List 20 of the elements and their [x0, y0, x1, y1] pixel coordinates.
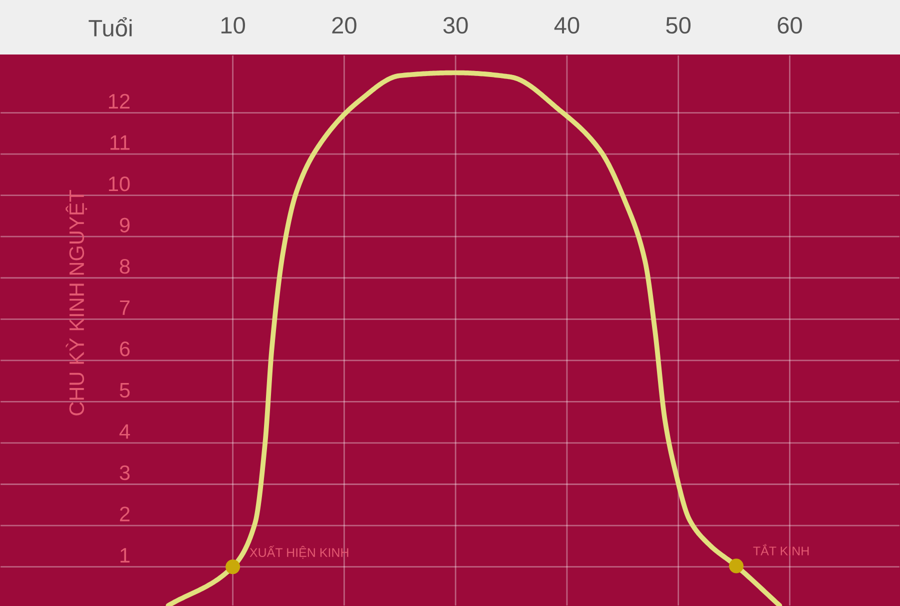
y-tick-label: 12 [108, 94, 130, 108]
y-tick-label: 1 [120, 548, 130, 562]
y-tick-label: 8 [120, 259, 130, 274]
y-tick-label: 11 [110, 135, 130, 150]
x-tick-label: 10 [221, 16, 246, 34]
y-tick-label: 7 [120, 300, 130, 315]
y-tick-label: 3 [120, 465, 130, 480]
y-tick-label: 10 [108, 176, 130, 192]
x-tick-label: 50 [666, 16, 691, 34]
x-tick-label: 20 [332, 16, 356, 34]
x-tick-label: 60 [778, 16, 802, 34]
y-tick-label: 4 [119, 424, 130, 439]
y-tick-label: 9 [120, 218, 130, 232]
y-tick-label: 5 [120, 383, 130, 398]
y-axis-title: CHU KỲ KINH NGUYỆT [66, 190, 88, 416]
x-tick-label: 30 [443, 16, 468, 34]
x-tick-label: 40 [554, 16, 580, 34]
y-tick-label: 2 [120, 506, 130, 522]
y-tick-label: 6 [120, 342, 130, 356]
x-axis-title: Tuổi [88, 17, 132, 37]
